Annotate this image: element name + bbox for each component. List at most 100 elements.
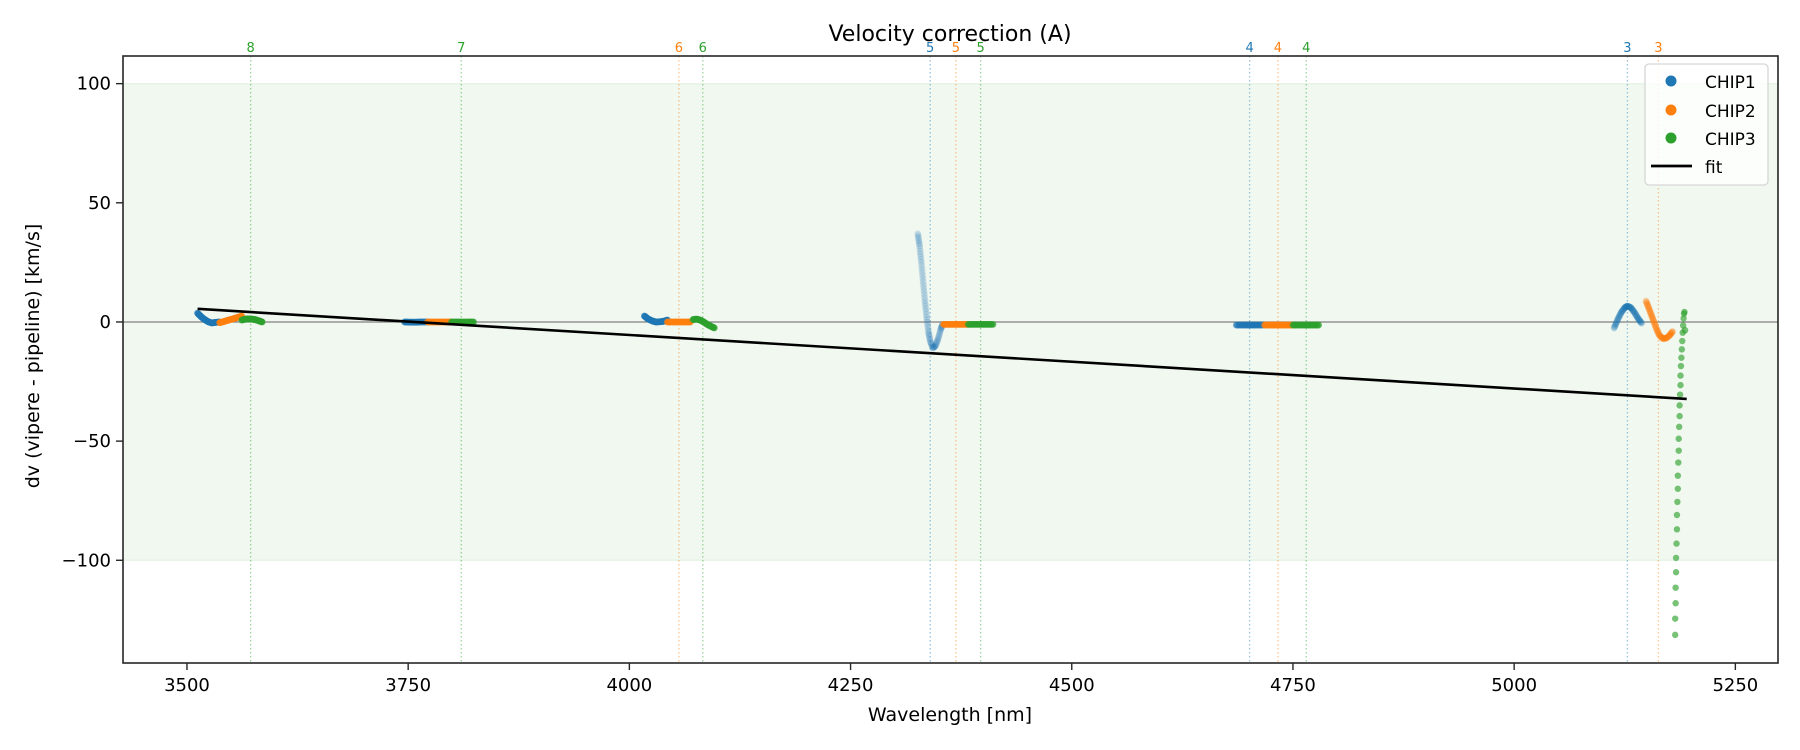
data-point-chip2 xyxy=(1653,326,1661,334)
data-point-chip2 xyxy=(1658,334,1666,341)
data-point-chip2 xyxy=(1653,325,1661,333)
data-point-chip1 xyxy=(1619,306,1627,314)
data-point-chip1 xyxy=(1617,309,1625,316)
data-point-chip2 xyxy=(1644,303,1652,310)
x-tick-label: 4750 xyxy=(1270,675,1316,696)
data-point-chip2 xyxy=(1664,333,1672,341)
data-point-chip1 xyxy=(929,344,937,352)
legend-chip3-label: CHIP3 xyxy=(1705,130,1756,150)
data-point-chip2 xyxy=(1658,334,1666,342)
data-point-chip2 xyxy=(1667,330,1675,338)
order-label: 6 xyxy=(699,41,707,56)
data-point-chip2 xyxy=(1654,328,1662,336)
legend: CHIP1 CHIP2 CHIP3 fit xyxy=(1644,63,1769,186)
data-point-chip2 xyxy=(1651,322,1659,329)
data-point-chip3 xyxy=(1677,372,1684,379)
data-point-chip2 xyxy=(1650,319,1658,327)
data-point-chip2 xyxy=(1654,329,1662,337)
data-point-chip1 xyxy=(919,274,927,282)
data-point-chip1 xyxy=(917,253,925,261)
data-point-chip3 xyxy=(1315,321,1323,329)
data-point-chip2 xyxy=(1646,306,1653,314)
x-tick-label: 4250 xyxy=(828,675,874,696)
data-point-chip1 xyxy=(1625,303,1632,310)
legend-fit-label: fit xyxy=(1705,158,1723,178)
data-point-chip1 xyxy=(928,342,936,350)
data-point-chip1 xyxy=(926,337,934,345)
data-point-chip2 xyxy=(1669,328,1676,335)
data-point-chip1 xyxy=(1612,320,1620,328)
data-point-chip2 xyxy=(1652,323,1660,331)
data-point-chip2 xyxy=(1642,297,1650,305)
data-point-chip1 xyxy=(921,299,929,307)
legend-chip2-label: CHIP2 xyxy=(1705,102,1756,122)
order-label: 7 xyxy=(457,41,465,56)
data-point-chip1 xyxy=(933,337,941,345)
data-point-chip1 xyxy=(923,313,931,321)
data-point-chip2 xyxy=(1649,316,1657,323)
data-point-chip2 xyxy=(1654,327,1661,335)
data-point-chip1 xyxy=(918,265,926,273)
data-point-chip2 xyxy=(1663,334,1671,342)
data-point-chip2 xyxy=(1656,332,1664,340)
data-point-chip2 xyxy=(1668,328,1676,336)
data-point-chip2 xyxy=(1665,332,1673,339)
order-label: 6 xyxy=(675,41,683,56)
data-point-chip1 xyxy=(1623,302,1631,310)
data-point-chip3 xyxy=(1674,498,1681,506)
data-point-chip2 xyxy=(1662,334,1670,342)
data-point-chip1 xyxy=(924,323,932,331)
data-point-chip1 xyxy=(1635,315,1643,323)
data-point-chip2 xyxy=(1665,332,1673,340)
data-point-chip2 xyxy=(1650,317,1657,325)
data-point-chip2 xyxy=(1645,305,1653,313)
data-point-chip1 xyxy=(1616,312,1623,320)
data-point-chip1 xyxy=(929,344,937,352)
data-point-chip3 xyxy=(1675,459,1682,466)
data-point-chip1 xyxy=(918,262,926,269)
data-point-chip1 xyxy=(916,242,923,250)
data-point-chip1 xyxy=(922,305,930,313)
data-point-chip3 xyxy=(1673,511,1681,519)
legend-box xyxy=(1644,63,1769,186)
data-point-chip1 xyxy=(914,234,922,242)
data-point-chip1 xyxy=(1618,307,1626,315)
data-point-chip3 xyxy=(1677,381,1684,389)
data-point-chip3 xyxy=(1676,412,1683,420)
data-point-chip1 xyxy=(1631,310,1639,317)
data-point-chip2 xyxy=(1667,329,1675,337)
y-tick-label: 0 xyxy=(100,312,111,333)
data-point-chip1 xyxy=(1634,313,1641,321)
data-point-chip1 xyxy=(914,230,922,238)
order-label: 4 xyxy=(1274,41,1282,56)
data-point-chip3 xyxy=(1675,447,1682,454)
order-label: 4 xyxy=(1245,41,1253,56)
data-point-chip3 xyxy=(1671,631,1679,639)
data-point-chip1 xyxy=(925,328,932,335)
data-point-chip2 xyxy=(1661,335,1668,342)
data-point-chip1 xyxy=(1620,305,1627,313)
data-point-chip1 xyxy=(917,250,924,258)
data-point-chip1 xyxy=(929,343,936,351)
data-point-chip1 xyxy=(1621,304,1629,312)
data-point-chip1 xyxy=(936,330,943,338)
data-point-chip1 xyxy=(920,290,928,298)
data-point-chip1 xyxy=(1630,308,1638,316)
legend-chip2-marker xyxy=(1665,104,1677,116)
data-point-chip1 xyxy=(1636,318,1644,325)
series-chip2 xyxy=(216,297,1676,343)
data-points-layer xyxy=(194,230,1689,639)
data-point-chip3 xyxy=(1676,391,1684,398)
order-label: 3 xyxy=(1654,41,1662,56)
data-point-chip2 xyxy=(1643,300,1651,308)
order-label: 5 xyxy=(952,41,960,56)
data-point-chip1 xyxy=(916,245,924,252)
data-point-chip1 xyxy=(927,338,935,346)
data-point-chip1 xyxy=(935,333,942,341)
data-point-chip1 xyxy=(922,308,930,316)
data-point-chip2 xyxy=(1649,314,1657,322)
data-point-chip1 xyxy=(1632,312,1640,319)
data-point-chip3 xyxy=(1680,315,1687,322)
x-axis-label: Wavelength [nm] xyxy=(868,704,1032,726)
